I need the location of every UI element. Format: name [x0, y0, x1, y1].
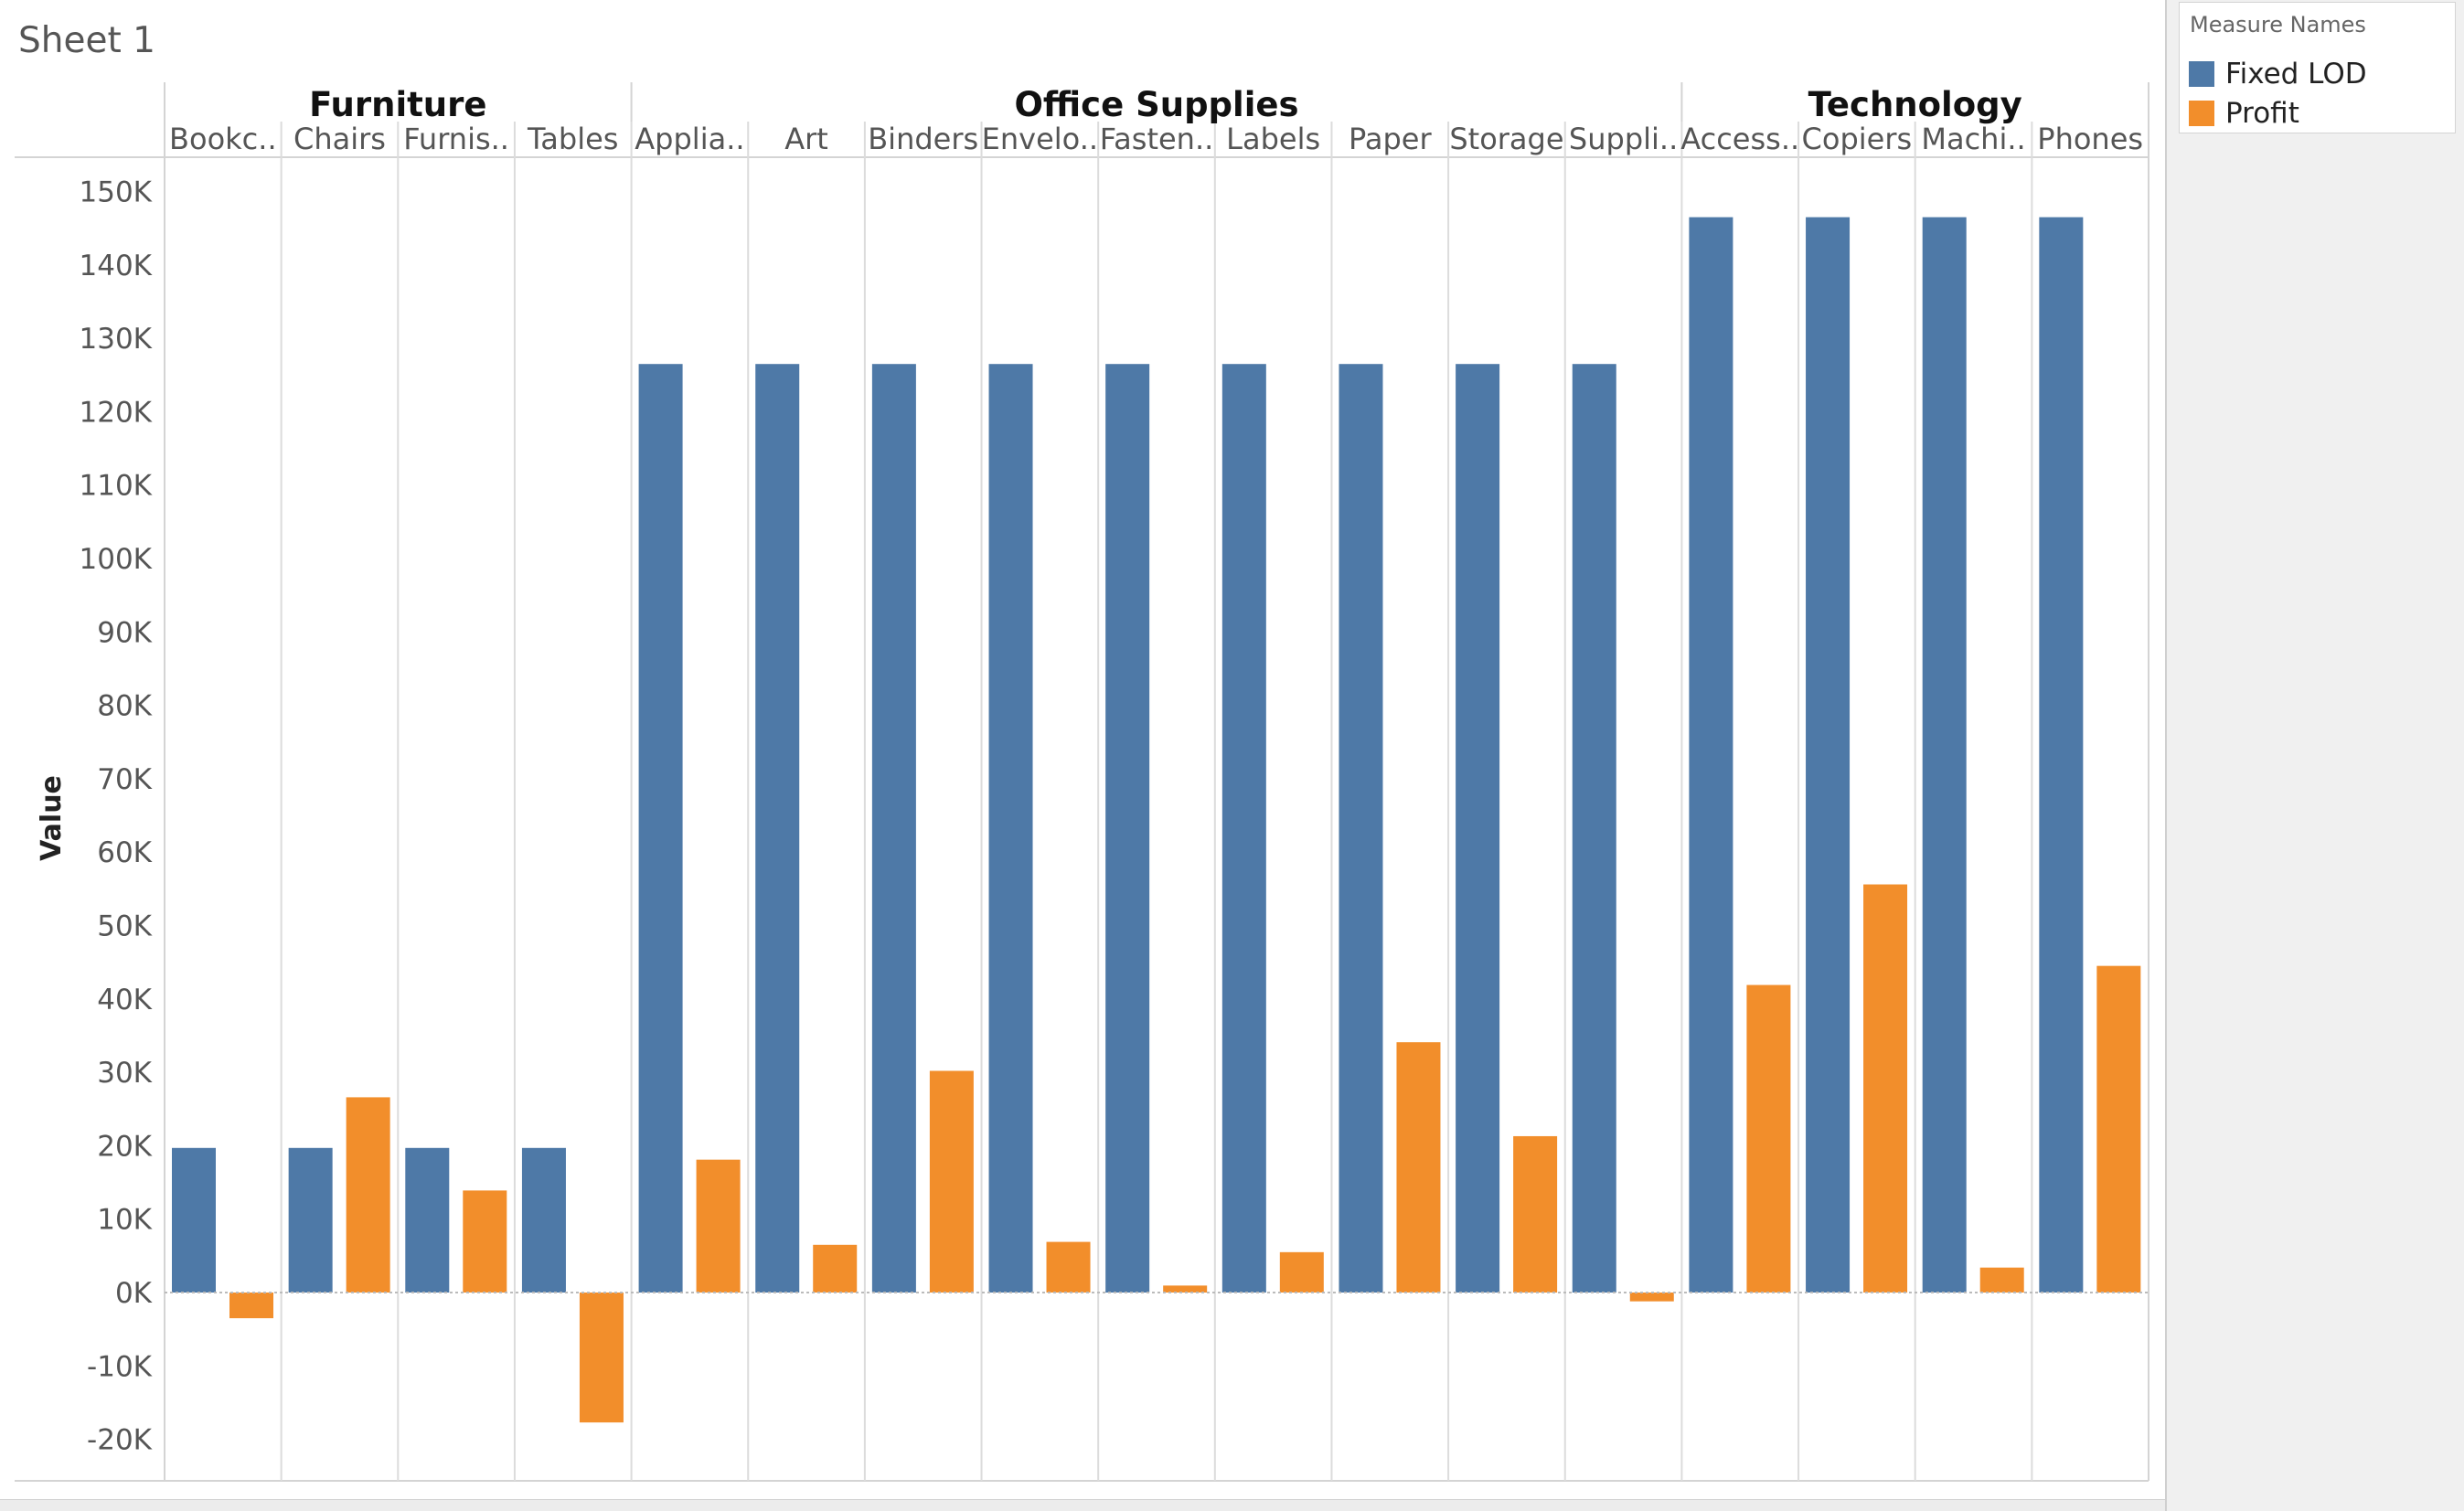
y-tick-label: 90K	[97, 616, 152, 649]
y-axis-title: Value	[36, 775, 68, 861]
category-label: Tables	[527, 122, 618, 156]
y-tick-label: 70K	[97, 763, 152, 796]
side-panel	[2165, 0, 2464, 1511]
legend-label-profit: Profit	[2225, 97, 2299, 130]
category-label: Phones	[2037, 122, 2143, 156]
bar-profit[interactable]	[463, 1190, 507, 1293]
bar-fixed-lod[interactable]	[521, 1147, 566, 1293]
bar-profit[interactable]	[1046, 1241, 1091, 1293]
y-tick-label: 0K	[115, 1277, 153, 1310]
bar-fixed-lod[interactable]	[1689, 217, 1733, 1293]
category-label: Applia..	[635, 122, 744, 156]
bar-profit[interactable]	[1629, 1293, 1674, 1302]
category-label: Chairs	[293, 122, 386, 156]
bar-fixed-lod[interactable]	[1572, 364, 1616, 1293]
bar-profit[interactable]	[1396, 1042, 1441, 1293]
category-label: Access..	[1680, 122, 1799, 156]
bar-profit[interactable]	[1279, 1251, 1324, 1293]
bar-profit[interactable]	[1513, 1135, 1558, 1293]
y-tick-label: 20K	[97, 1130, 152, 1163]
legend-item-fixed-lod[interactable]: Fixed LOD	[2189, 56, 2367, 92]
y-tick-label: 80K	[97, 690, 152, 723]
bar-fixed-lod[interactable]	[638, 364, 683, 1293]
bar-fixed-lod[interactable]	[1339, 364, 1383, 1293]
y-tick-label: -10K	[87, 1350, 153, 1383]
bar-fixed-lod[interactable]	[988, 364, 1033, 1293]
legend-title: Measure Names	[2190, 12, 2366, 37]
group-label: Office Supplies	[1014, 85, 1298, 124]
category-label: Bookc..	[169, 122, 277, 156]
category-label: Furnis..	[403, 122, 509, 156]
bar-fixed-lod[interactable]	[2039, 217, 2084, 1293]
y-tick-label: -20K	[87, 1424, 153, 1457]
bar-fixed-lod[interactable]	[405, 1147, 450, 1293]
y-tick-label: 40K	[97, 984, 152, 1016]
bar-profit[interactable]	[813, 1244, 858, 1293]
category-label: Paper	[1349, 122, 1432, 156]
bar-fixed-lod[interactable]	[1105, 364, 1150, 1293]
legend-swatch-fixed-lod	[2189, 61, 2214, 87]
y-tick-label: 140K	[80, 250, 153, 282]
legend-swatch-profit	[2189, 101, 2214, 126]
legend-label-fixed-lod: Fixed LOD	[2225, 58, 2367, 90]
y-tick-label: 30K	[97, 1057, 152, 1090]
y-tick-label: 110K	[80, 470, 153, 503]
y-tick-label: 130K	[80, 323, 153, 356]
bar-profit[interactable]	[1863, 884, 1908, 1293]
category-label: Fasten..	[1100, 122, 1214, 156]
bar-fixed-lod[interactable]	[755, 364, 800, 1293]
category-label: Suppli..	[1569, 122, 1678, 156]
category-label: Art	[784, 122, 828, 156]
bar-fixed-lod[interactable]	[1922, 217, 1967, 1293]
legend-measure-names[interactable]: Measure Names Fixed LOD Profit	[2179, 2, 2456, 133]
bar-profit[interactable]	[346, 1097, 390, 1293]
bar-profit[interactable]	[229, 1293, 273, 1319]
y-tick-label: 120K	[80, 396, 153, 429]
bar-fixed-lod[interactable]	[871, 364, 916, 1293]
category-label: Copiers	[1802, 122, 1913, 156]
bar-profit[interactable]	[1979, 1267, 2024, 1293]
sheet-title: Sheet 1	[18, 20, 155, 61]
category-label: Envelo..	[982, 122, 1098, 156]
bar-fixed-lod[interactable]	[1456, 364, 1500, 1293]
category-label: Machi..	[1921, 122, 2025, 156]
category-label: Binders	[868, 122, 978, 156]
bar-profit[interactable]	[929, 1070, 974, 1293]
bar-profit[interactable]	[1163, 1285, 1208, 1293]
bar-profit[interactable]	[2096, 965, 2141, 1293]
bar-profit[interactable]	[1746, 984, 1791, 1293]
group-label: Technology	[1808, 85, 2022, 124]
legend-item-profit[interactable]: Profit	[2189, 95, 2299, 132]
y-tick-label: 50K	[97, 910, 152, 943]
horizontal-scrollbar-area	[0, 1499, 2165, 1511]
y-tick-label: 60K	[97, 836, 152, 869]
y-tick-label: 150K	[80, 176, 153, 209]
bar-profit[interactable]	[696, 1159, 741, 1293]
bar-profit[interactable]	[579, 1293, 624, 1423]
category-label: Labels	[1226, 122, 1320, 156]
bar-fixed-lod[interactable]	[288, 1147, 333, 1293]
bar-chart: Furniture Office Supplies Technology Bookc.…	[15, 82, 2149, 1482]
category-label: Storage	[1449, 122, 1563, 156]
group-label: Furniture	[309, 85, 486, 124]
bar-fixed-lod[interactable]	[172, 1147, 216, 1293]
bar-fixed-lod[interactable]	[1221, 364, 1266, 1293]
bar-fixed-lod[interactable]	[1806, 217, 1851, 1293]
y-tick-label: 100K	[80, 543, 153, 576]
y-tick-label: 10K	[97, 1204, 152, 1237]
